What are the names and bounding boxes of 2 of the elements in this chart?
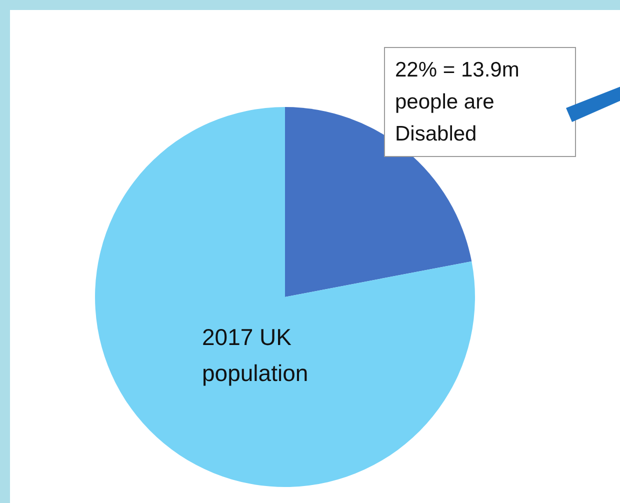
slice-label: 2017 UK population [202, 324, 308, 386]
slice-label: 22% = 13.9m people are Disabled [395, 58, 526, 146]
